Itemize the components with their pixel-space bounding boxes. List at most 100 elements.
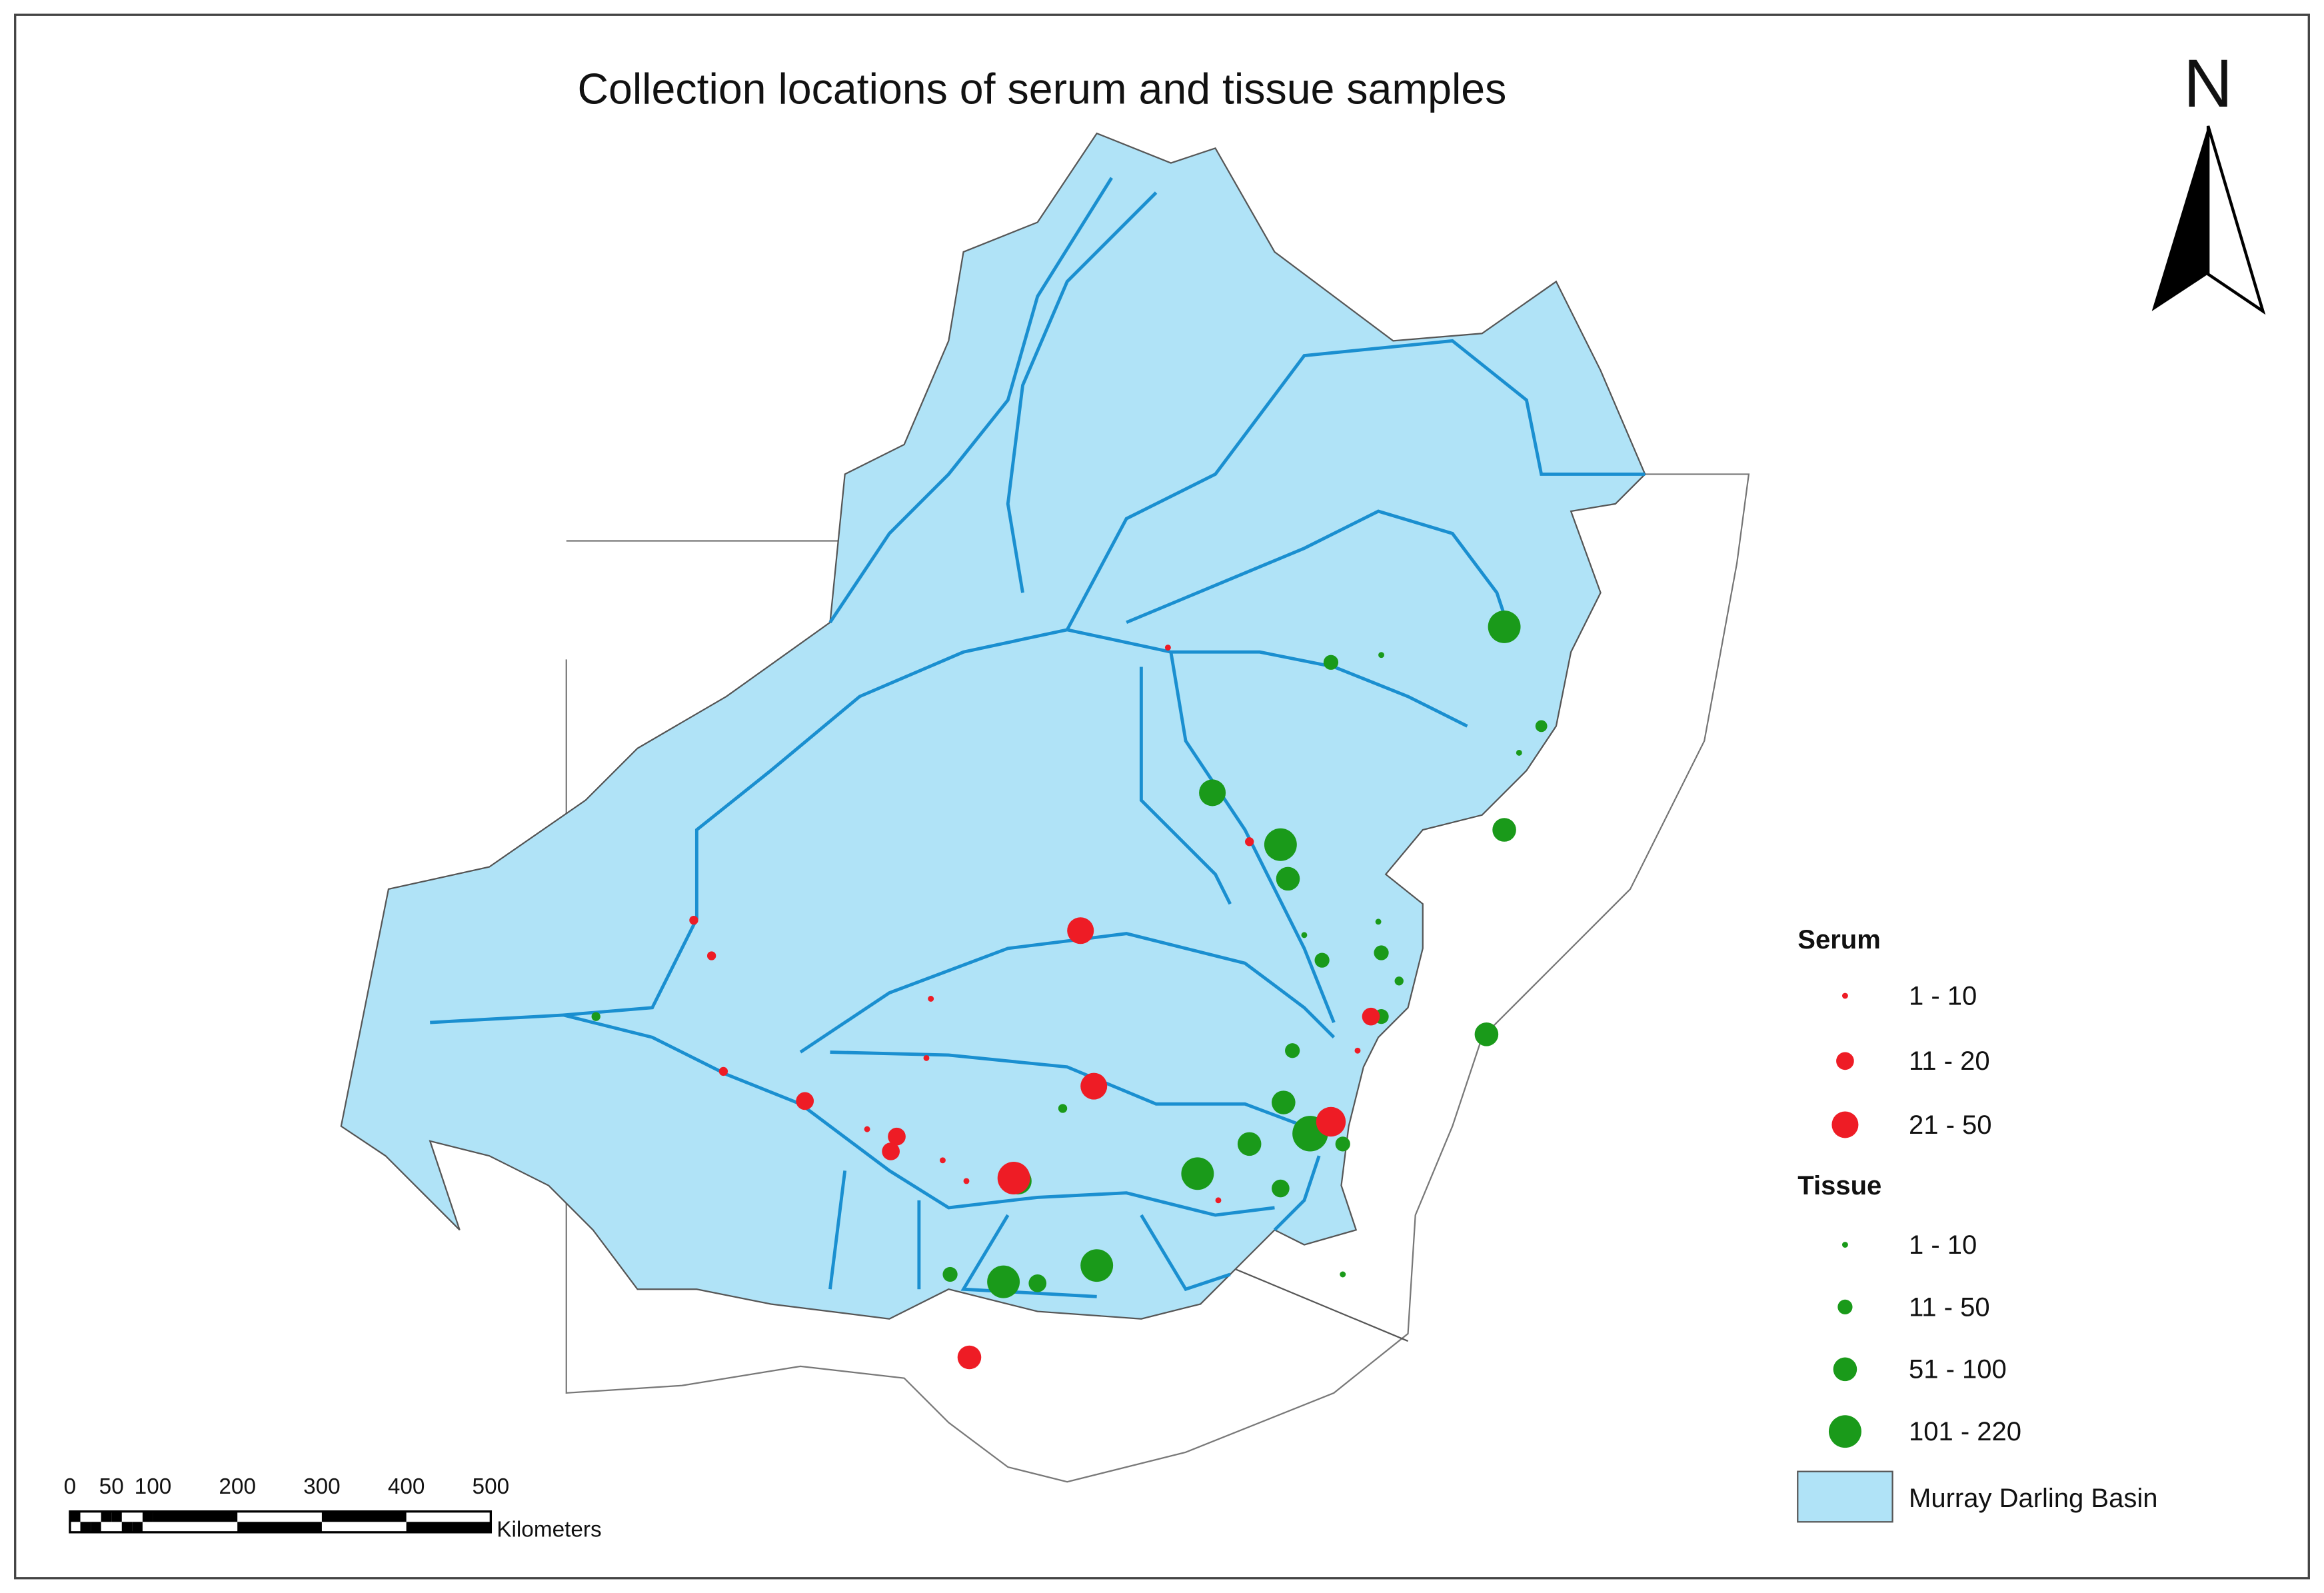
scale-block <box>69 1511 81 1522</box>
sample-point <box>1374 945 1389 960</box>
north-label: N <box>2183 45 2233 121</box>
sample-point <box>1028 1274 1047 1292</box>
sample-points <box>591 610 1548 1370</box>
sample-point <box>591 1012 600 1021</box>
river <box>1273 1155 1321 1232</box>
sample-point <box>957 1345 982 1370</box>
sample-point <box>689 915 698 925</box>
sample-point <box>1394 976 1404 986</box>
sample-point <box>1285 1043 1300 1058</box>
scale-block <box>237 1522 322 1532</box>
sample-point <box>1323 655 1339 670</box>
river <box>1139 667 1232 905</box>
scale-block <box>121 1522 133 1532</box>
legend-label: 1 - 10 <box>1909 1230 1977 1260</box>
sample-point <box>1264 828 1297 861</box>
sample-point <box>1474 1022 1499 1046</box>
legend-label: 101 - 220 <box>1909 1417 2021 1446</box>
legend-label: 11 - 50 <box>1909 1292 1990 1322</box>
sample-point <box>888 1127 906 1146</box>
sample-point <box>1340 1271 1346 1278</box>
scale-block <box>321 1511 407 1522</box>
sample-point <box>1080 1249 1114 1282</box>
legend-label: 11 - 20 <box>1909 1046 1990 1076</box>
scale-label: 200 <box>219 1474 256 1499</box>
sample-point <box>940 1157 946 1164</box>
scale-label: 500 <box>473 1474 510 1499</box>
scale-bar: 0 50 100 200 300 400 500 <box>64 1474 510 1534</box>
legend-label: 51 - 100 <box>1909 1355 2007 1384</box>
sample-point <box>882 1142 900 1160</box>
sample-point <box>1314 952 1330 968</box>
scale-label: 50 <box>99 1474 124 1499</box>
legend-heading: Tissue <box>1797 1171 1881 1200</box>
north-arrow <box>2206 125 2266 315</box>
scale-label: 0 <box>64 1474 77 1499</box>
legend-symbol <box>1836 1052 1854 1070</box>
legend: 1 - 10 11 - 20 21 - 50 1 - 10 11 - 50 51 - 10… <box>1828 981 2021 1448</box>
sample-point <box>1058 1104 1068 1113</box>
scale-block <box>132 1522 143 1532</box>
scale-block <box>153 1511 238 1522</box>
sample-point <box>1215 1197 1222 1204</box>
sample-point <box>987 1265 1020 1298</box>
scale-label: 400 <box>388 1474 425 1499</box>
legend-heading: Serum <box>1797 925 1880 954</box>
sample-point <box>997 1162 1030 1194</box>
sample-point <box>1272 1179 1290 1198</box>
legend-swatch <box>1797 1470 1893 1523</box>
sample-point <box>1237 1132 1262 1156</box>
sample-point <box>1516 749 1522 756</box>
legend-symbol <box>1841 992 1848 999</box>
sample-point <box>1276 866 1300 891</box>
scale-block <box>80 1522 91 1532</box>
river <box>1169 651 1336 1023</box>
legend-symbol <box>1831 1111 1859 1138</box>
scale-label: 100 <box>135 1474 172 1499</box>
sample-point <box>1164 645 1171 651</box>
river <box>799 932 1336 1054</box>
sample-point <box>1301 932 1308 938</box>
sample-point <box>963 1178 970 1184</box>
scale-block <box>111 1511 122 1522</box>
legend-symbol <box>1833 1357 1857 1382</box>
river <box>1126 509 1514 638</box>
sample-point <box>1375 918 1382 925</box>
scale-label: 300 <box>303 1474 341 1499</box>
river <box>1066 339 1646 631</box>
sample-point <box>1335 1136 1350 1152</box>
sample-point <box>1354 1047 1361 1054</box>
river <box>830 1050 1305 1128</box>
scale-block <box>91 1522 101 1532</box>
scale-block <box>142 1511 153 1522</box>
sample-point <box>796 1092 814 1110</box>
legend-symbol <box>1841 1242 1848 1248</box>
sample-point <box>1181 1157 1214 1190</box>
legend-label: 21 - 50 <box>1909 1110 1992 1140</box>
sample-point <box>706 951 716 960</box>
river <box>430 1013 1275 1217</box>
sample-point <box>1272 1090 1296 1114</box>
sample-point <box>1535 720 1548 733</box>
sample-point <box>1378 652 1384 659</box>
sample-point <box>923 1054 930 1061</box>
state-border <box>1230 1266 1408 1342</box>
scale-unit: Kilometers <box>497 1518 601 1542</box>
river <box>1006 191 1158 593</box>
legend-label: 1 - 10 <box>1909 981 1977 1010</box>
sample-point <box>1067 917 1094 944</box>
sample-point <box>928 996 934 1002</box>
scale-block <box>101 1511 112 1522</box>
sample-point <box>1362 1007 1380 1026</box>
sample-point <box>1316 1106 1346 1137</box>
sample-point <box>1488 610 1521 643</box>
legend-label: Murray Darling Basin <box>1909 1484 2157 1513</box>
river <box>828 1170 1231 1298</box>
sample-point <box>1080 1072 1108 1100</box>
sample-point <box>1245 837 1254 846</box>
map-title: Collection locations of serum and tissue… <box>577 65 1506 113</box>
north-arrow <box>2151 125 2209 311</box>
scale-block <box>406 1522 491 1532</box>
